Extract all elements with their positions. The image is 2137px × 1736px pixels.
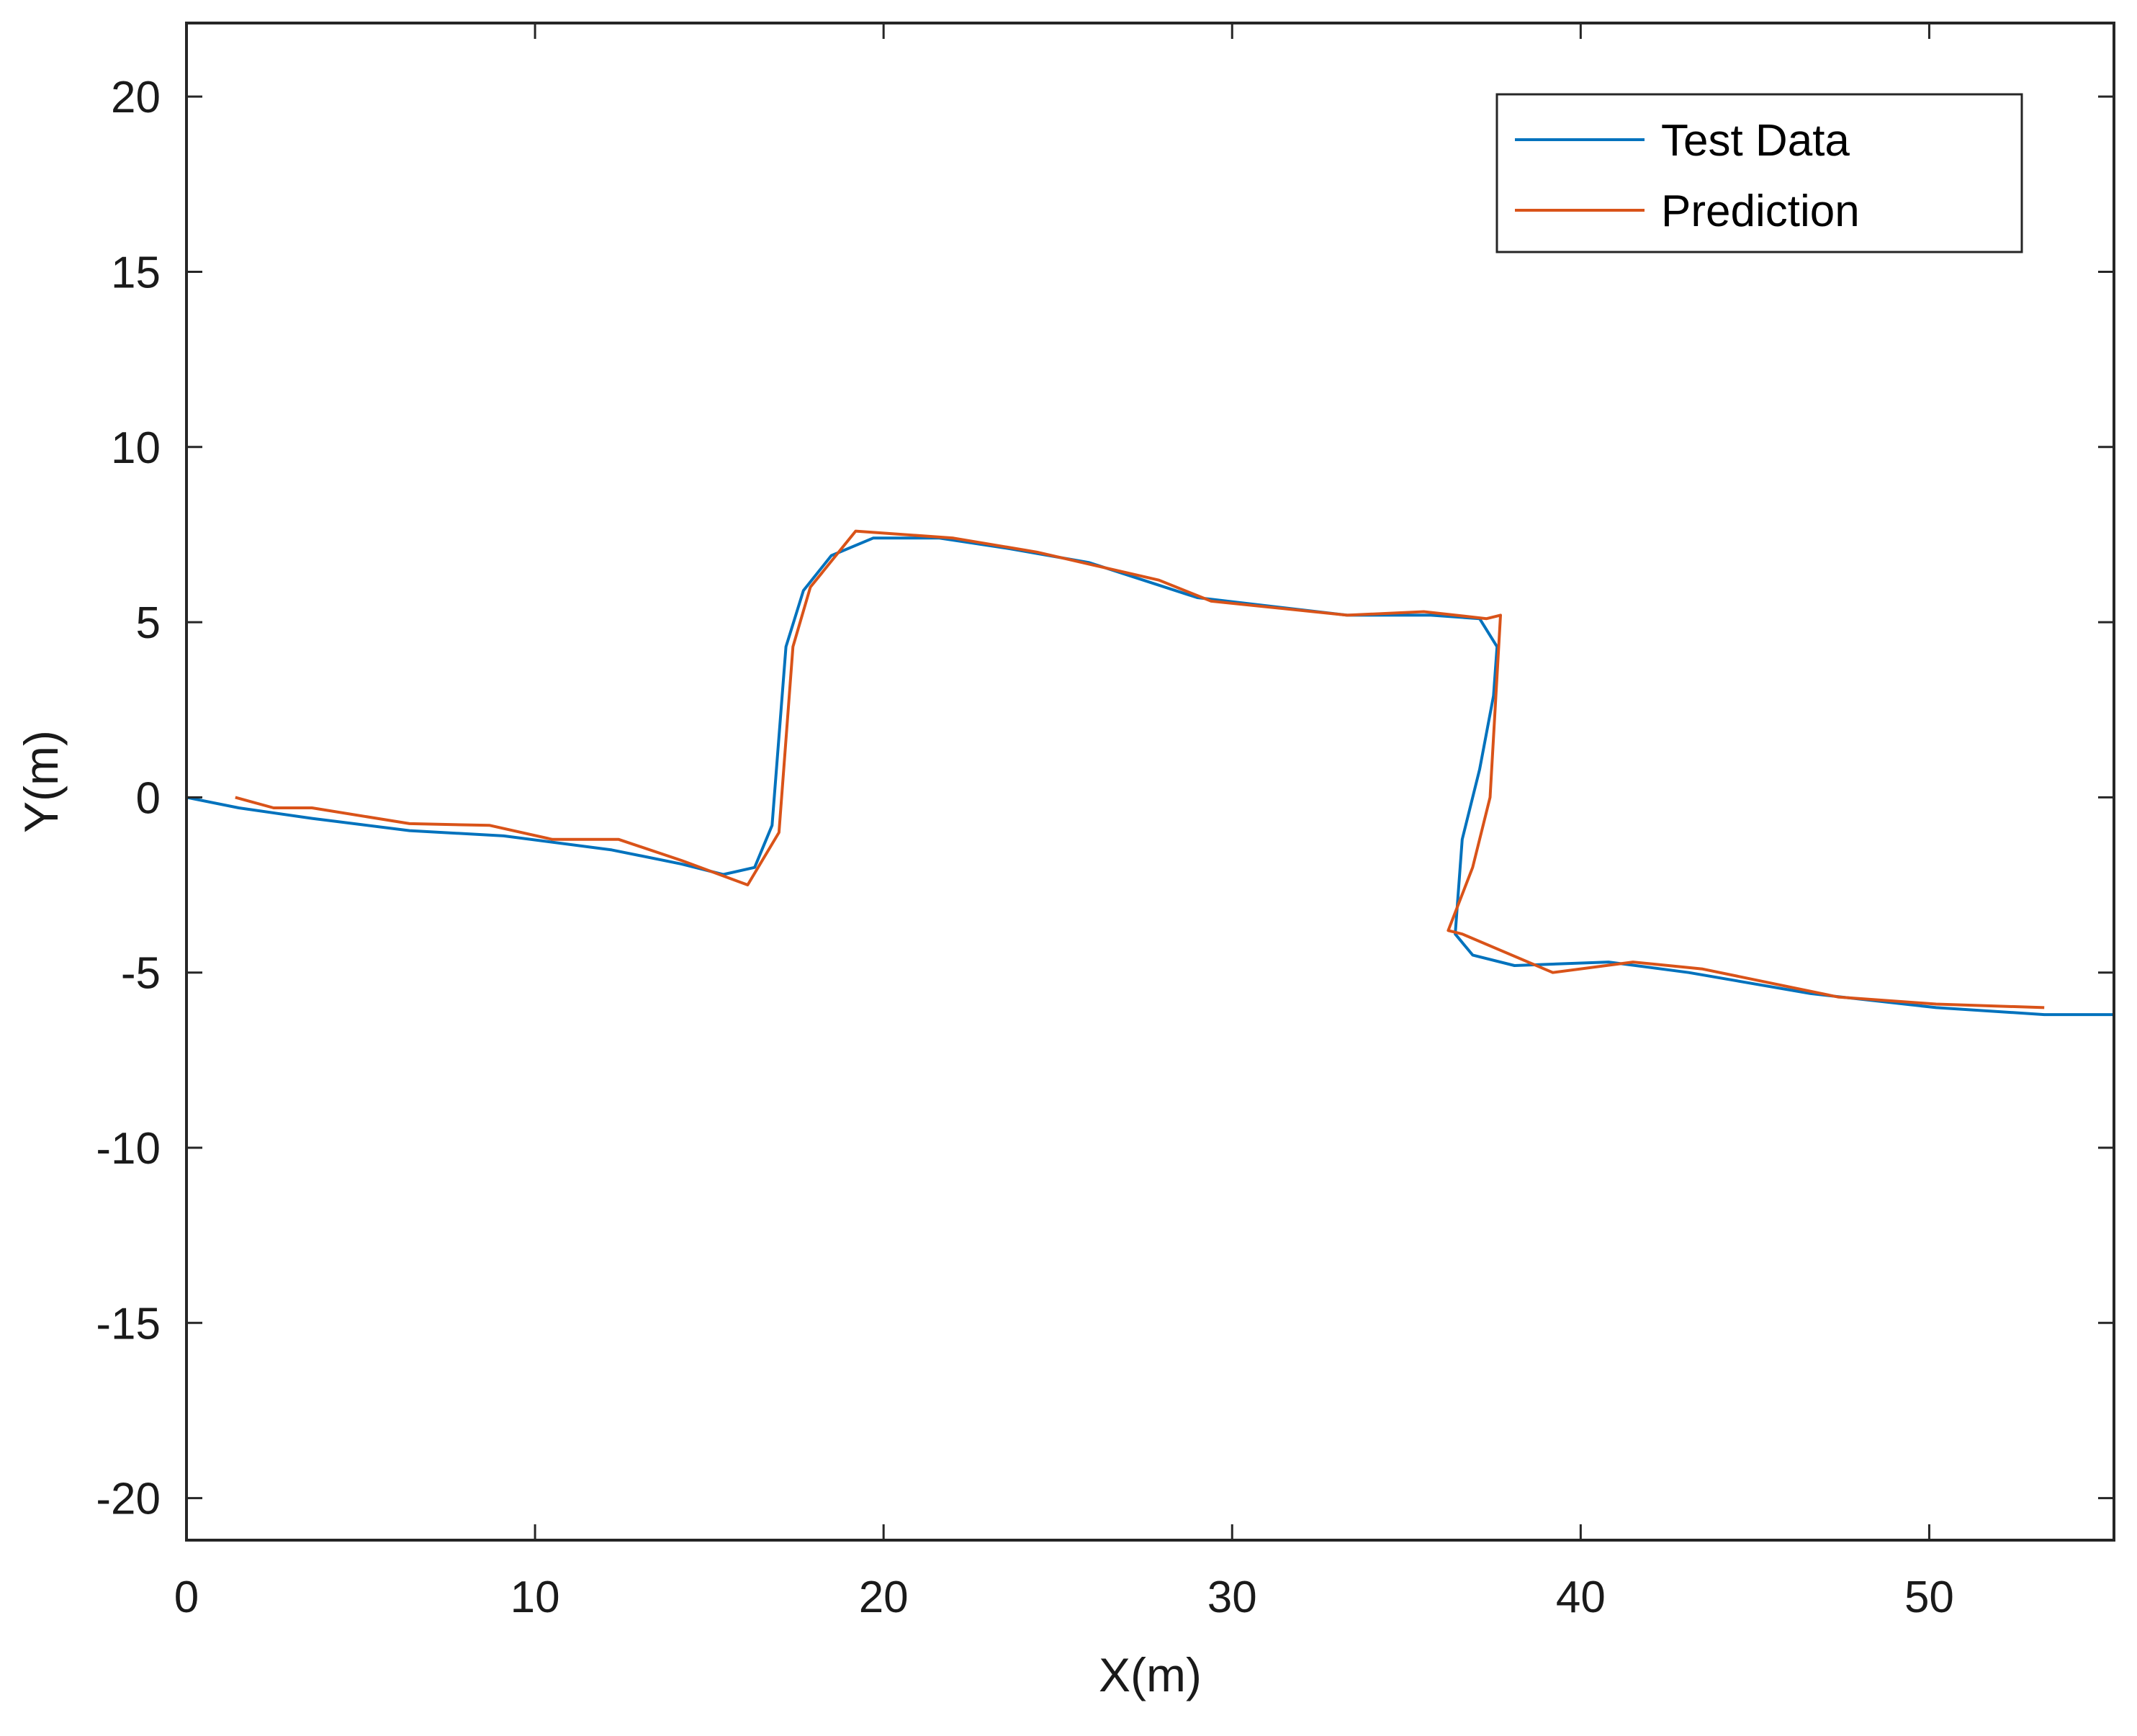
y-tick-label: 10 (111, 423, 161, 473)
y-axis-ticks: 20 15 10 5 0 -5 -10 -15 -20 (96, 73, 2114, 1524)
legend-label-prediction: Prediction (1661, 186, 1860, 236)
y-tick-label: -15 (96, 1299, 161, 1349)
y-axis-label: Y(m) (14, 730, 68, 833)
y-tick-label: 20 (111, 73, 161, 122)
x-tick-label: 30 (1207, 1573, 1257, 1622)
x-tick-label: 10 (510, 1573, 560, 1622)
y-tick-label: -20 (96, 1475, 161, 1524)
x-axis-label: X(m) (1099, 1648, 1202, 1701)
y-tick-label: 15 (111, 248, 161, 297)
x-axis-ticks: 0 10 20 30 40 50 (174, 23, 1954, 1622)
y-tick-label: 0 (136, 773, 161, 823)
series-line-prediction (235, 529, 2045, 1009)
x-tick-label: 0 (174, 1573, 199, 1622)
legend-box (1495, 93, 2023, 253)
plot-lines (186, 529, 2114, 1017)
y-tick-label: -10 (96, 1124, 161, 1174)
x-tick-label: 40 (1556, 1573, 1606, 1622)
y-tick-label: 5 (136, 598, 161, 648)
y-tick-label: -5 (121, 949, 161, 999)
legend: Test Data Prediction (1495, 93, 2023, 253)
x-tick-label: 50 (1904, 1573, 1954, 1622)
x-tick-label: 20 (859, 1573, 909, 1622)
series-line-test-data (186, 536, 2114, 1017)
axes-box (185, 22, 2115, 1542)
legend-label-test-data: Test Data (1661, 116, 1850, 166)
